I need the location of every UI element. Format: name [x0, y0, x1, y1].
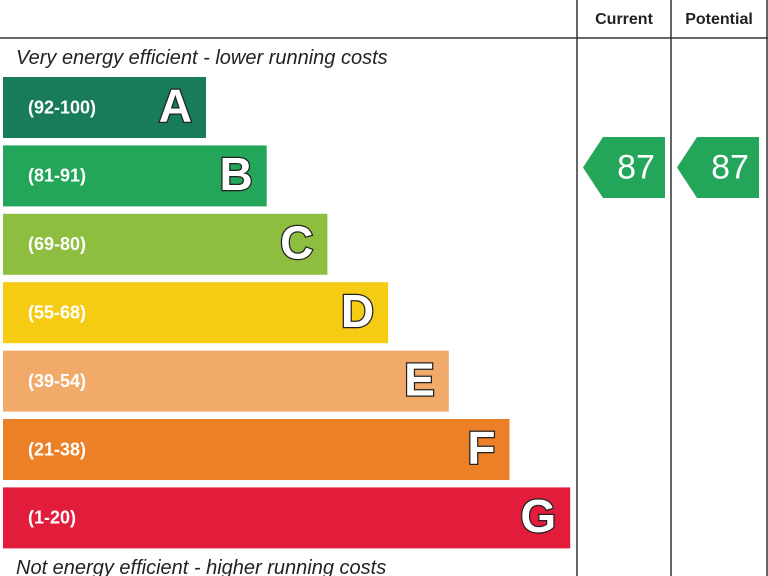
band-bar: [3, 77, 206, 138]
rating-value: 87: [711, 148, 749, 186]
band-letter: E: [404, 353, 435, 405]
band-letter: C: [280, 216, 313, 268]
band-bar: [3, 350, 449, 412]
band-bar: [3, 213, 328, 275]
band-range: (39-54): [28, 371, 86, 391]
potential-header: Potential: [685, 11, 753, 28]
band-range: (1-20): [28, 508, 76, 528]
band-letter: F: [467, 422, 495, 474]
band-range: (21-38): [28, 439, 86, 459]
band-bar: [3, 282, 389, 344]
band-letter: A: [159, 80, 192, 132]
band-bar: [3, 145, 267, 207]
rating-arrow: [677, 137, 759, 198]
rating-value: 87: [617, 148, 655, 186]
band-letter: G: [520, 490, 556, 542]
band-bar: [3, 487, 571, 549]
band-range: (81-91): [28, 166, 86, 186]
band-range: (92-100): [28, 97, 96, 117]
band-bar: [3, 419, 510, 480]
current-header: Current: [595, 11, 653, 28]
band-letter: B: [219, 148, 252, 200]
band-letter: D: [341, 285, 374, 337]
band-range: (55-68): [28, 302, 86, 322]
bottom-note: Not energy efficient - higher running co…: [16, 557, 386, 576]
top-note: Very energy efficient - lower running co…: [16, 47, 388, 69]
band-range: (69-80): [28, 234, 86, 254]
rating-arrow: [583, 137, 665, 198]
